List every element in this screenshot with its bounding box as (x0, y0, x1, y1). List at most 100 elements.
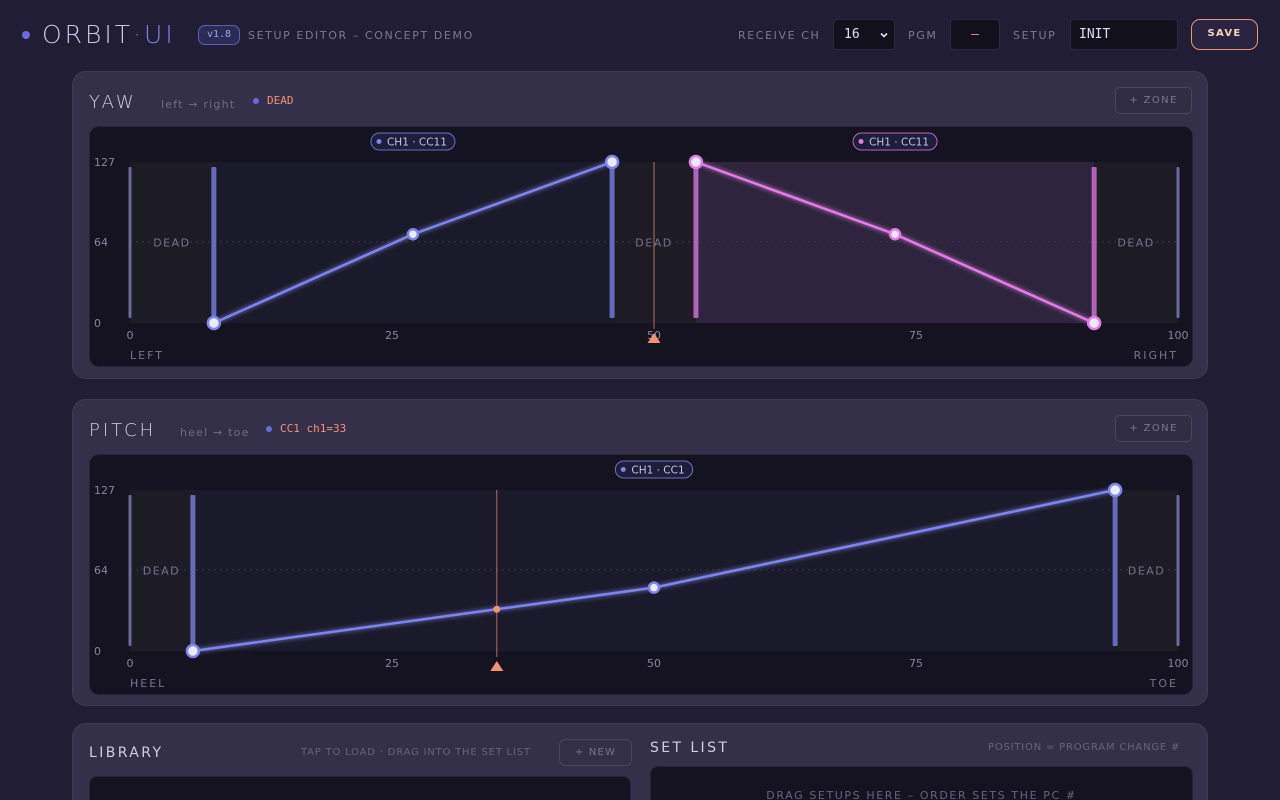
zone-boundary-handle (693, 167, 699, 318)
dead-zone-label: DEAD (635, 237, 672, 250)
y-tick-label: 0 (94, 645, 101, 658)
zone-boundary-handle (211, 167, 217, 318)
zone-chip-label: CH1 · CC11 (869, 137, 929, 149)
library-list[interactable] (89, 776, 631, 800)
dead-zone (1094, 162, 1178, 323)
curve-point-handle (185, 643, 201, 659)
curve-point-handle (688, 154, 704, 170)
setup-label: SETUP (1013, 29, 1057, 42)
pitch-panel: PITCH heel → toe CC1 ch1=33 + ZONE DEAD D… (72, 399, 1208, 706)
brand-dot-icon (22, 31, 30, 39)
y-tick-label: 127 (94, 484, 115, 497)
setlist-drop-hint: DRAG SETUPS HERE – ORDER SETS THE PC # (766, 789, 1077, 800)
pgm-label: PGM (908, 29, 938, 42)
x-tick-label: 50 (647, 657, 661, 670)
pitch-subtitle: heel → toe (180, 426, 250, 439)
live-output-dot (493, 605, 501, 613)
x-tick-label: 100 (1168, 657, 1189, 670)
pitch-left-label: HEEL (130, 677, 167, 690)
plot-area (130, 490, 1178, 651)
save-button[interactable]: SAVE (1191, 19, 1258, 50)
setlist-hint: POSITION = PROGRAM CHANGE # (988, 742, 1181, 753)
range-edge-right (1176, 167, 1180, 318)
active-zone-highlight (695, 162, 1095, 323)
yaw-subtitle: left → right (161, 98, 236, 111)
dead-zone (130, 162, 214, 323)
receive-channel-label: RECEIVE CH (738, 29, 821, 42)
yaw-curve-graph[interactable]: DEADDEADDEAD1276400255075100CH1 · CC11CH… (90, 127, 1194, 368)
receive-channel-select[interactable]: 16 (833, 19, 895, 50)
new-setup-button[interactable]: + NEW (559, 739, 632, 766)
zone-chip-dot-icon (858, 139, 864, 144)
curve-point-handle (888, 228, 902, 241)
dead-zone-label: DEAD (143, 565, 180, 578)
app-header: ORBIT·UI v1.8 SETUP EDITOR – CONCEPT DEM… (0, 0, 1280, 70)
yaw-curve-editor[interactable]: DEADDEADDEAD1276400255075100CH1 · CC11CH… (89, 126, 1193, 367)
curve-point-handle (1107, 482, 1123, 498)
zone-chip-dot-icon (620, 467, 626, 472)
zone-chip-label: CH1 · CC1 (631, 465, 684, 477)
x-tick-label: 75 (909, 329, 923, 342)
zone-boundary-handle (609, 167, 615, 318)
setlist-dropzone[interactable]: DRAG SETUPS HERE – ORDER SETS THE PC # (650, 766, 1193, 800)
x-tick-label: 75 (909, 657, 923, 670)
pitch-right-label: TOE (1149, 677, 1178, 690)
curve-point-handle (206, 315, 222, 331)
pitch-curve-editor[interactable]: DEAD DEAD 127 64 0 0 25 50 75 100 CH1 · CC1 HEEL T… (89, 454, 1193, 695)
zone-boundary-handle (1091, 167, 1097, 318)
zone-boundary-handle (1112, 495, 1118, 646)
range-edge-left (128, 495, 132, 646)
curve-point-handle (604, 154, 620, 170)
zone-chip-bg (614, 460, 694, 479)
yaw-add-zone-button[interactable]: + ZONE (1115, 87, 1192, 114)
pitch-curve-graph[interactable]: DEAD DEAD 127 64 0 0 25 50 75 100 CH1 · CC1 (90, 455, 1194, 696)
zone-label-chip: CH1 · CC1 (614, 460, 694, 479)
pgm-display: – (950, 19, 1000, 50)
range-edge-left (128, 167, 132, 318)
y-tick-label: 64 (94, 236, 108, 249)
dead-zone (130, 490, 193, 651)
status-dot-icon (266, 426, 272, 432)
x-tick-label: 25 (385, 657, 399, 670)
pitch-status: CC1 ch1=33 (280, 422, 347, 435)
dead-zone-label: DEAD (1128, 565, 1165, 578)
setup-name-input[interactable]: INIT (1070, 19, 1178, 50)
x-tick-label: 0 (127, 657, 134, 670)
x-tick-label: 0 (127, 329, 134, 342)
dead-zone (1115, 490, 1178, 651)
curve-point-handle (1086, 315, 1102, 331)
app-subtitle: SETUP EDITOR – CONCEPT DEMO (248, 29, 474, 42)
position-marker-icon (647, 333, 661, 343)
zone-chip-dot-icon (376, 139, 382, 144)
yaw-title: YAW (89, 92, 137, 113)
curve-point-handle (406, 228, 420, 241)
x-tick-label: 25 (385, 329, 399, 342)
receive-channel-value: 16 (844, 27, 860, 42)
version-badge: v1.8 (198, 25, 241, 45)
pitch-add-zone-button[interactable]: + ZONE (1115, 415, 1192, 442)
library-title: LIBRARY (89, 745, 164, 761)
yaw-left-label: LEFT (130, 349, 164, 362)
zone-label-chip: CH1 · CC11 (370, 132, 456, 151)
dead-zone-label: DEAD (1117, 237, 1154, 250)
zone-chip-label: CH1 · CC11 (387, 137, 447, 149)
zone-label-chip: CH1 · CC11 (852, 132, 938, 151)
pitch-title: PITCH (89, 420, 157, 441)
status-dot-icon (253, 98, 259, 104)
curve-point-handle (647, 581, 661, 594)
yaw-panel: YAW left → right DEAD + ZONE DEAD DEAD DEA… (72, 71, 1208, 379)
y-tick-label: 127 (94, 156, 115, 169)
app-logo: ORBIT·UI (42, 20, 176, 49)
zone-chip-bg (370, 132, 456, 151)
y-tick-label: 0 (94, 317, 101, 330)
library-hint: TAP TO LOAD · DRAG INTO THE SET LIST (301, 747, 531, 758)
zone-boundary-handle (190, 495, 196, 646)
yaw-status: DEAD (267, 94, 294, 107)
yaw-right-label: RIGHT (1133, 349, 1178, 362)
chevron-down-icon (880, 32, 888, 38)
zone-chip-bg (852, 132, 938, 151)
range-edge-right (1176, 495, 1180, 646)
setlist-title: SET LIST (650, 740, 730, 756)
x-tick-label: 100 (1168, 329, 1189, 342)
library-setlist-panel: LIBRARY TAP TO LOAD · DRAG INTO THE SET … (72, 723, 1208, 800)
